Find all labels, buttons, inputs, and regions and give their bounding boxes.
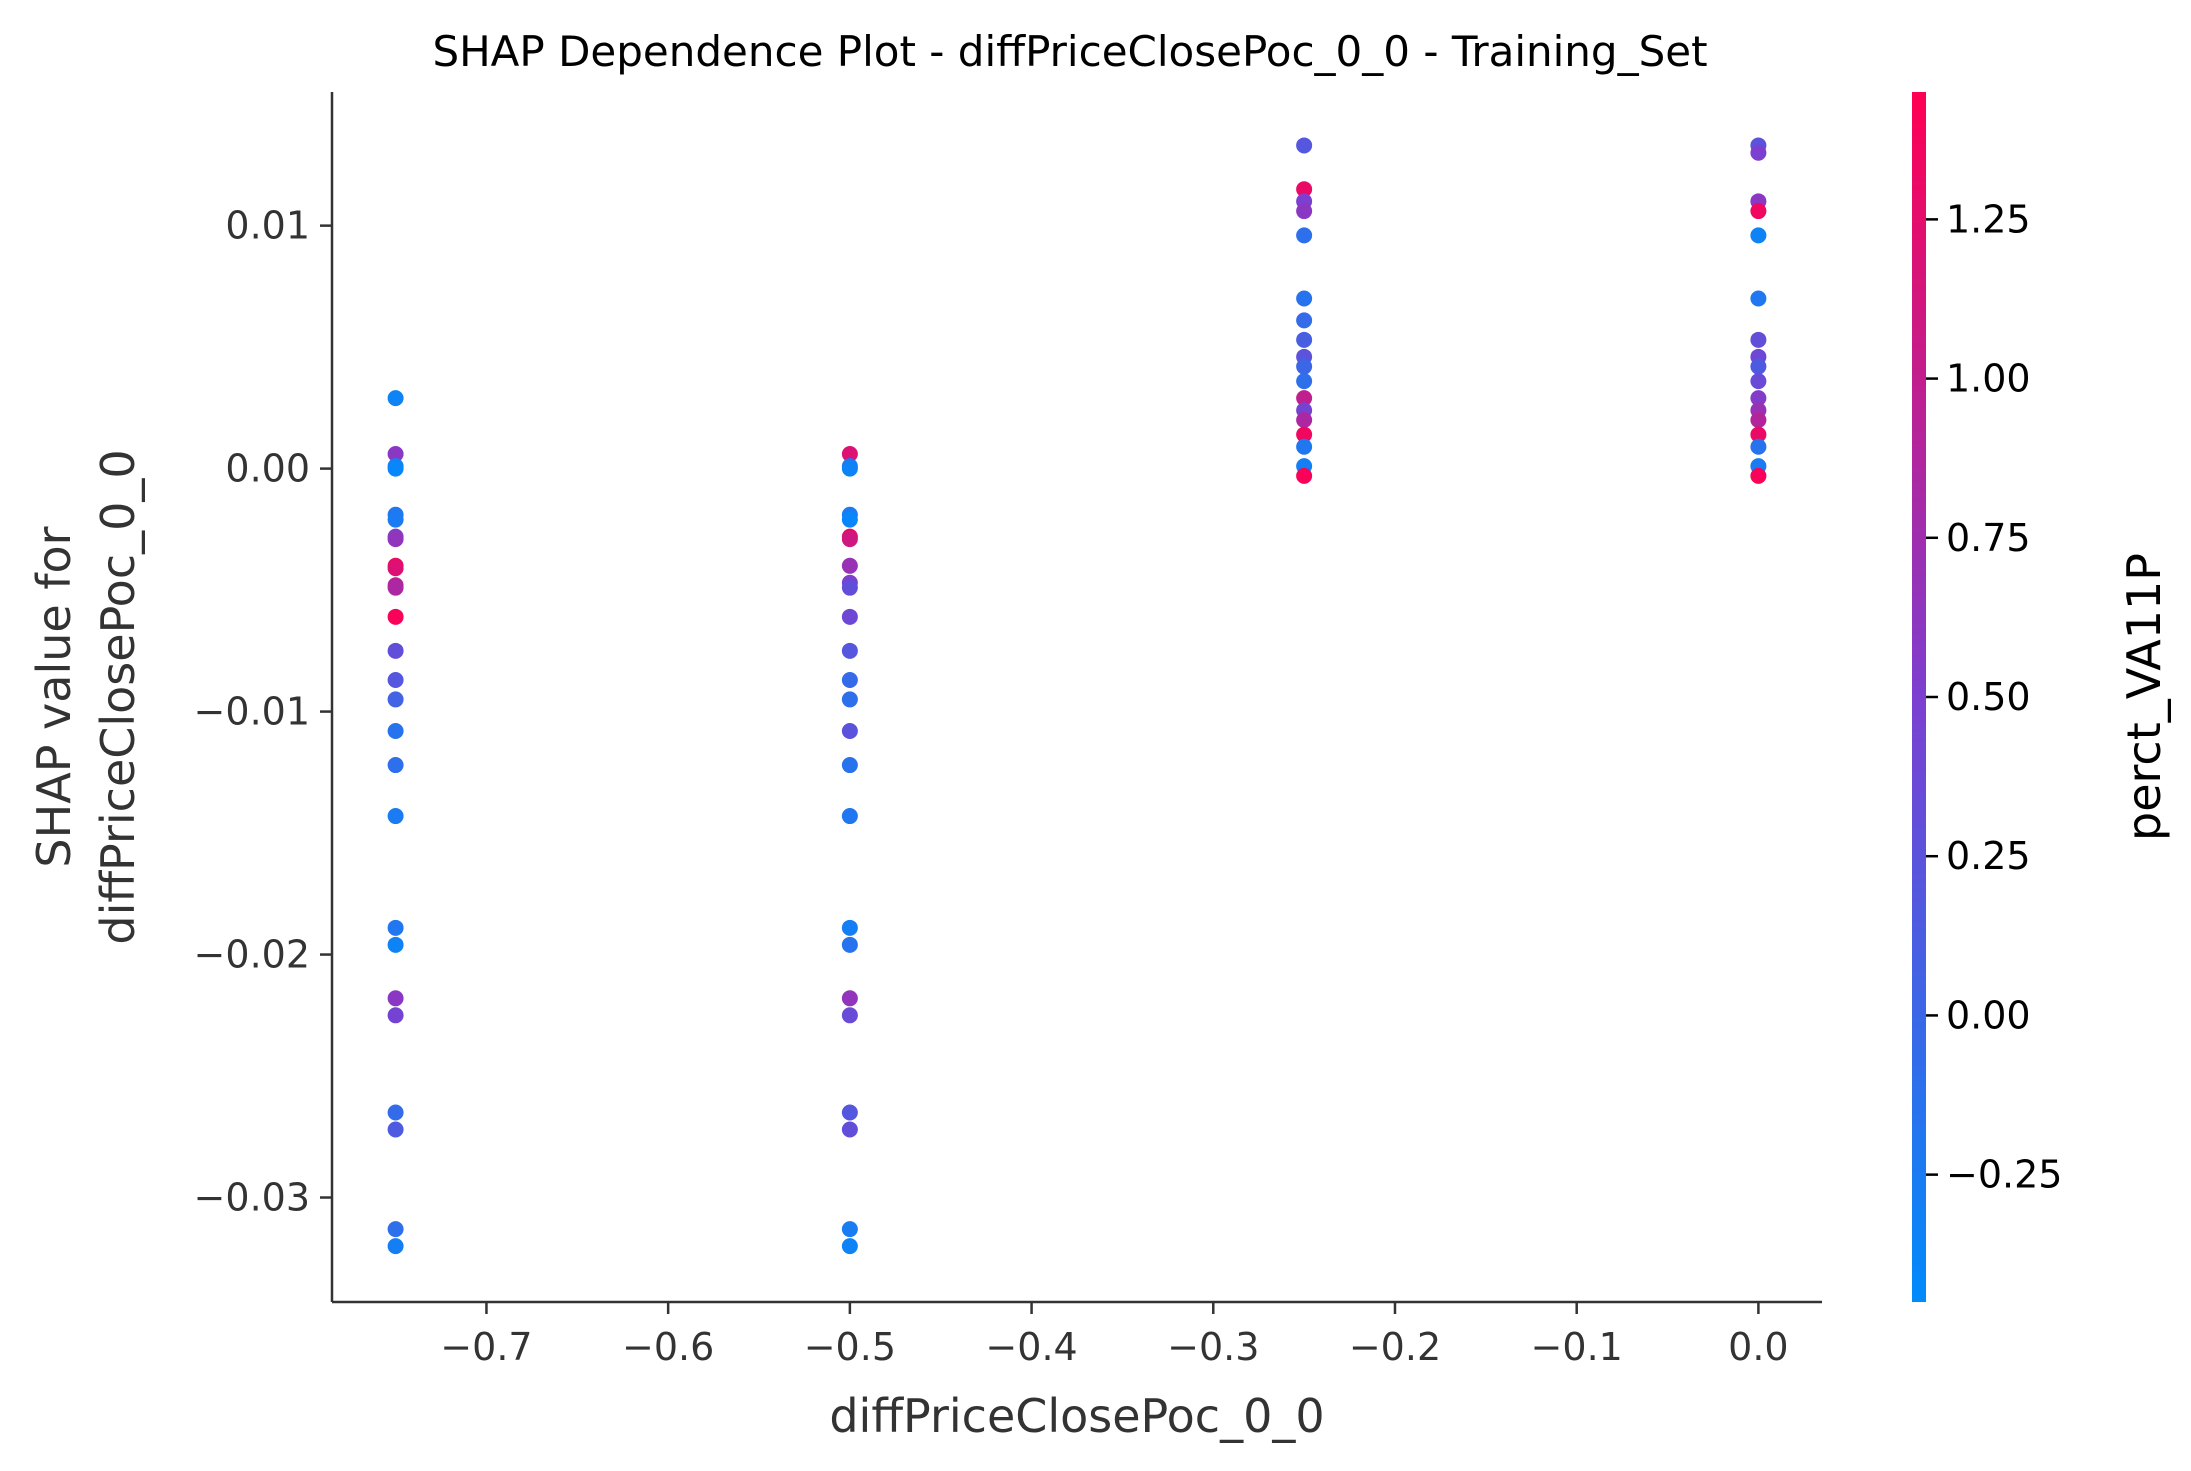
data-point bbox=[388, 723, 404, 739]
data-point bbox=[842, 937, 858, 953]
data-point bbox=[388, 560, 404, 576]
y-tick-label: 0.01 bbox=[225, 204, 310, 248]
y-tick-label: −0.02 bbox=[194, 933, 310, 977]
data-point bbox=[388, 757, 404, 773]
data-point bbox=[1750, 291, 1766, 307]
colorbar-tick-label: 0.75 bbox=[1946, 516, 2031, 560]
x-tick-label: −0.5 bbox=[804, 1325, 896, 1369]
data-point bbox=[842, 531, 858, 547]
chart-title: SHAP Dependence Plot - diffPriceClosePoc… bbox=[432, 27, 1707, 76]
y-tick-label: −0.03 bbox=[194, 1176, 310, 1220]
data-point bbox=[388, 1238, 404, 1254]
data-point bbox=[388, 672, 404, 688]
x-axis-ticks: −0.7 −0.6 −0.5 −0.4 −0.3 −0.2 −0.1 0.0 bbox=[440, 1302, 1788, 1369]
data-point bbox=[1296, 439, 1312, 455]
data-point bbox=[1750, 439, 1766, 455]
y-axis-label-line2: diffPriceClosePoc_0_0 bbox=[91, 449, 145, 944]
scatter-points bbox=[388, 137, 1767, 1254]
data-point bbox=[842, 1121, 858, 1137]
data-point bbox=[842, 1238, 858, 1254]
data-point bbox=[388, 461, 404, 477]
colorbar-tick-label: 1.00 bbox=[1946, 357, 2031, 401]
data-point bbox=[842, 1007, 858, 1023]
data-point bbox=[842, 691, 858, 707]
data-point bbox=[842, 609, 858, 625]
data-point bbox=[842, 1104, 858, 1120]
colorbar bbox=[1912, 92, 1926, 1302]
y-tick-label: 0.00 bbox=[225, 447, 310, 491]
data-point bbox=[842, 757, 858, 773]
data-point bbox=[1296, 137, 1312, 153]
data-point bbox=[1750, 227, 1766, 243]
x-tick-label: −0.1 bbox=[1531, 1325, 1623, 1369]
data-point bbox=[1750, 359, 1766, 375]
data-point bbox=[388, 643, 404, 659]
data-point bbox=[1296, 359, 1312, 375]
data-point bbox=[388, 691, 404, 707]
data-point bbox=[388, 390, 404, 406]
data-point bbox=[388, 609, 404, 625]
y-axis-ticks: 0.01 0.00 −0.01 −0.02 −0.03 bbox=[194, 204, 332, 1220]
data-point bbox=[1296, 412, 1312, 428]
colorbar-label: perct_VA11P bbox=[2117, 553, 2171, 841]
y-axis-label-line1: SHAP value for bbox=[27, 526, 81, 867]
data-point bbox=[388, 580, 404, 596]
colorbar-tick-label: 0.00 bbox=[1946, 993, 2031, 1037]
data-point bbox=[388, 920, 404, 936]
colorbar-tick-label: −0.25 bbox=[1946, 1153, 2062, 1197]
data-point bbox=[842, 580, 858, 596]
y-tick-label: −0.01 bbox=[194, 690, 310, 734]
x-tick-label: −0.7 bbox=[440, 1325, 532, 1369]
data-point bbox=[842, 643, 858, 659]
data-point bbox=[1750, 412, 1766, 428]
x-tick-label: −0.2 bbox=[1349, 1325, 1441, 1369]
data-point bbox=[388, 512, 404, 528]
data-point bbox=[1750, 373, 1766, 389]
x-tick-label: 0.0 bbox=[1728, 1325, 1788, 1369]
data-point bbox=[388, 1104, 404, 1120]
data-point bbox=[842, 723, 858, 739]
x-tick-label: −0.4 bbox=[985, 1325, 1077, 1369]
data-point bbox=[842, 461, 858, 477]
data-point bbox=[388, 1121, 404, 1137]
data-point bbox=[842, 1221, 858, 1237]
data-point bbox=[842, 512, 858, 528]
colorbar-tick-label: 0.50 bbox=[1946, 675, 2031, 719]
data-point bbox=[842, 920, 858, 936]
data-point bbox=[1750, 203, 1766, 219]
data-point bbox=[1296, 203, 1312, 219]
data-point bbox=[842, 808, 858, 824]
colorbar-tick-label: 1.25 bbox=[1946, 197, 2031, 241]
data-point bbox=[1750, 145, 1766, 161]
data-point bbox=[388, 1007, 404, 1023]
data-point bbox=[1750, 332, 1766, 348]
data-point bbox=[388, 937, 404, 953]
data-point bbox=[842, 990, 858, 1006]
data-point bbox=[388, 531, 404, 547]
data-point bbox=[1296, 227, 1312, 243]
data-point bbox=[388, 808, 404, 824]
data-point bbox=[1296, 291, 1312, 307]
x-axis-label: diffPriceClosePoc_0_0 bbox=[829, 1389, 1324, 1443]
data-point bbox=[1750, 468, 1766, 484]
data-point bbox=[1296, 312, 1312, 328]
data-point bbox=[1296, 373, 1312, 389]
colorbar-ticks: 1.25 1.00 0.75 0.50 0.25 0.00 −0.25 bbox=[1926, 197, 2062, 1196]
x-tick-label: −0.3 bbox=[1167, 1325, 1259, 1369]
data-point bbox=[842, 558, 858, 574]
data-point bbox=[388, 990, 404, 1006]
data-point bbox=[842, 672, 858, 688]
colorbar-tick-label: 0.25 bbox=[1946, 834, 2031, 878]
data-point bbox=[388, 1221, 404, 1237]
x-tick-label: −0.6 bbox=[622, 1325, 714, 1369]
data-point bbox=[1296, 332, 1312, 348]
data-point bbox=[1296, 468, 1312, 484]
